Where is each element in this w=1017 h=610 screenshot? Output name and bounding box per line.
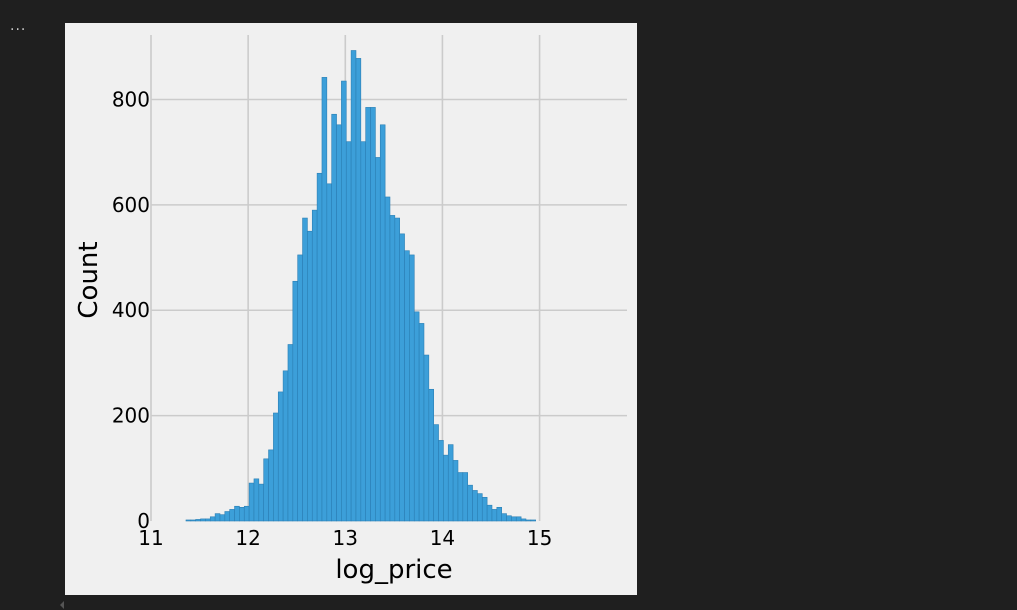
histogram-bar [462, 472, 468, 522]
histogram-bar [370, 107, 376, 522]
histogram-bar [409, 254, 415, 522]
histogram-bar [326, 183, 332, 522]
histogram-bar [501, 513, 507, 522]
histogram-bar [190, 519, 196, 522]
histogram-bar [438, 440, 444, 522]
histogram-bar [277, 391, 284, 522]
histogram-bar [292, 280, 298, 522]
histogram-bar [375, 157, 381, 522]
histogram-bar [433, 424, 439, 522]
y-axis-label: Count [74, 241, 104, 318]
histogram-chart: 11 12 13 14 15 0 200 400 600 800 log_price Count [74, 35, 627, 585]
histogram-bar [389, 215, 396, 522]
histogram-bar [447, 444, 454, 522]
histogram-bar [477, 493, 483, 522]
histogram-bar [248, 482, 255, 522]
chart-figure: 11 12 13 14 15 0 200 400 600 800 log_price Count [65, 23, 637, 595]
x-tick-label: 13 [333, 526, 358, 550]
tick-labels: 11 12 13 14 15 0 200 400 600 800 [112, 87, 552, 550]
histogram-bar [506, 515, 512, 522]
histogram-bar [234, 505, 240, 522]
x-axis-label: log_price [335, 555, 452, 585]
histogram-bar [530, 519, 536, 522]
histogram-bar [311, 209, 318, 522]
histogram-bar [379, 124, 386, 522]
histogram-bar [428, 388, 434, 522]
histogram-bar [316, 172, 323, 522]
histogram-bar [496, 507, 502, 522]
histogram-bar [331, 113, 337, 522]
histogram-bar [321, 77, 328, 522]
x-tick-label: 15 [527, 526, 552, 550]
histogram-bar [297, 254, 303, 522]
histogram-bar [355, 58, 362, 522]
y-tick-label: 200 [112, 404, 150, 428]
histogram-bar [418, 323, 425, 522]
histogram-bar [341, 80, 347, 522]
histogram-bar [365, 107, 371, 522]
histogram-bar [229, 509, 235, 522]
histogram-bar [404, 250, 410, 522]
histogram-bar [399, 233, 405, 522]
histogram-bar [515, 516, 522, 522]
histogram-bar [472, 490, 478, 522]
histogram-bar [486, 504, 493, 522]
histogram-bar [525, 519, 532, 522]
x-tick-label: 12 [235, 526, 260, 550]
histogram-bar [336, 124, 342, 522]
histogram-bar [243, 505, 250, 522]
histogram-bar [520, 518, 527, 522]
histogram-bars [185, 50, 536, 522]
histogram-bar [413, 311, 420, 522]
histogram-bar [258, 483, 264, 522]
histogram-bar [253, 478, 260, 522]
y-tick-label: 400 [112, 298, 150, 322]
x-tick-label: 11 [138, 526, 163, 550]
histogram-bar [443, 454, 449, 522]
histogram-bar [394, 217, 400, 522]
histogram-bar [209, 516, 216, 522]
histogram-bar [224, 511, 230, 522]
histogram-bar [263, 458, 269, 522]
histogram-bar [239, 507, 245, 522]
histogram-bar [491, 509, 498, 522]
histogram-bar [384, 196, 391, 522]
x-tick-label: 14 [430, 526, 455, 550]
histogram-bar [205, 518, 211, 522]
histogram-bar [457, 472, 464, 522]
histogram-bar [219, 514, 226, 522]
histogram-bar [200, 518, 206, 522]
histogram-bar [452, 460, 459, 522]
histogram-bar [307, 230, 313, 522]
histogram-bar [345, 141, 352, 522]
histogram-bar [282, 370, 289, 522]
histogram-bar [350, 50, 357, 522]
histogram-bar [511, 516, 517, 522]
histogram-bar [273, 412, 279, 522]
histogram-bar [195, 519, 201, 522]
histogram-bar [481, 496, 488, 522]
histogram-bar [185, 519, 192, 522]
histogram-bar [467, 484, 473, 522]
output-cell-marker[interactable]: ... [10, 18, 27, 34]
histogram-bar [302, 217, 308, 522]
y-tick-label: 800 [112, 87, 150, 111]
histogram-bar [214, 513, 221, 522]
y-tick-label: 0 [137, 509, 150, 533]
histogram-bar [287, 344, 294, 522]
histogram-bar [423, 354, 430, 522]
y-tick-label: 600 [112, 193, 150, 217]
histogram-bar [360, 141, 366, 522]
scroll-left-icon[interactable] [60, 601, 64, 609]
histogram-bar [268, 449, 274, 522]
